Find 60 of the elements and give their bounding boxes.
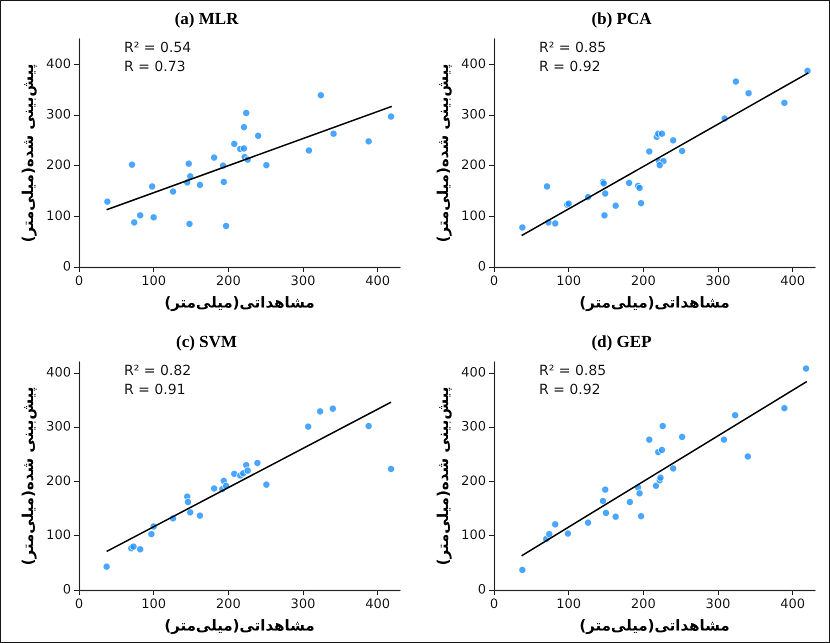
x-axis-title: مشاهداتی(میلی‌متر): [579, 616, 730, 634]
y-tick-label: 100: [461, 528, 486, 543]
y-tick-label: 0: [62, 582, 71, 597]
x-tick-label: 400: [780, 274, 806, 289]
y-tick-label: 400: [46, 364, 71, 380]
y-tick-label: 100: [461, 208, 486, 224]
y-tick-label: 300: [461, 419, 486, 434]
y-tick-label: 400: [461, 56, 486, 72]
y-axis-title: پیش‌بینی شده(میلی‌متر): [434, 64, 452, 242]
x-tick-label: 100: [141, 274, 166, 289]
x-tick-label: 300: [290, 596, 316, 612]
y-tick-label: 200: [46, 473, 71, 488]
y-tick-label: 100: [46, 208, 71, 224]
x-tick-label: 0: [490, 274, 498, 289]
y-tick-label: 0: [478, 260, 486, 274]
chart-title: (b) PCA: [592, 9, 652, 28]
y-tick-label: 0: [478, 582, 486, 597]
chart-title: (a) MLR: [174, 9, 240, 28]
annotation: R = 0.92: [539, 59, 601, 75]
y-tick-label: 300: [46, 419, 71, 434]
y-axis-title: پیش‌بینی شده(میلی‌متر): [18, 64, 37, 242]
y-tick-label: 200: [461, 473, 486, 488]
x-tick-label: 200: [216, 274, 241, 289]
x-tick-label: 300: [706, 596, 730, 612]
x-tick-label: 200: [630, 596, 656, 612]
annotation: R = 0.91: [124, 382, 186, 398]
annotation: R² = 0.82: [124, 362, 192, 378]
x-tick-label: 300: [290, 274, 316, 289]
x-tick-label: 400: [365, 274, 390, 289]
x-tick-label: 0: [74, 274, 84, 289]
x-tick-label: 0: [490, 596, 498, 612]
x-tick-label: 100: [556, 596, 582, 612]
y-tick-label: 200: [46, 158, 71, 174]
annotation: R² = 0.85: [539, 362, 606, 378]
y-axis-title: پیش‌بینی شده(میلی‌متر): [18, 386, 37, 565]
chart-title: (d) GEP: [592, 332, 652, 350]
x-axis-title: مشاهداتی(میلی‌متر): [579, 294, 730, 312]
x-axis-title: مشاهداتی(میلی‌متر): [164, 294, 315, 312]
y-tick-label: 400: [46, 56, 71, 72]
chart-title: (c) SVM: [176, 332, 237, 350]
x-tick-label: 100: [556, 274, 582, 289]
annotation: R = 0.73: [124, 59, 186, 75]
annotation: R² = 0.54: [124, 40, 192, 56]
y-tick-label: 0: [62, 260, 71, 274]
y-tick-label: 400: [461, 364, 486, 380]
x-tick-label: 200: [630, 274, 656, 289]
x-tick-label: 0: [74, 596, 84, 612]
annotation: R = 0.92: [539, 382, 601, 398]
x-tick-label: 100: [141, 596, 166, 612]
y-axis-title: پیش‌بینی شده(میلی‌متر): [434, 386, 452, 565]
y-tick-label: 300: [461, 108, 486, 122]
x-tick-label: 400: [365, 596, 390, 612]
x-axis-title: مشاهداتی(میلی‌متر): [164, 616, 315, 634]
y-tick-label: 100: [46, 528, 71, 543]
y-tick-label: 200: [461, 158, 486, 174]
y-tick-label: 300: [46, 108, 71, 122]
x-tick-label: 300: [706, 274, 730, 289]
x-tick-label: 200: [216, 596, 241, 612]
annotation: R² = 0.85: [539, 40, 606, 56]
x-tick-label: 400: [780, 596, 806, 612]
